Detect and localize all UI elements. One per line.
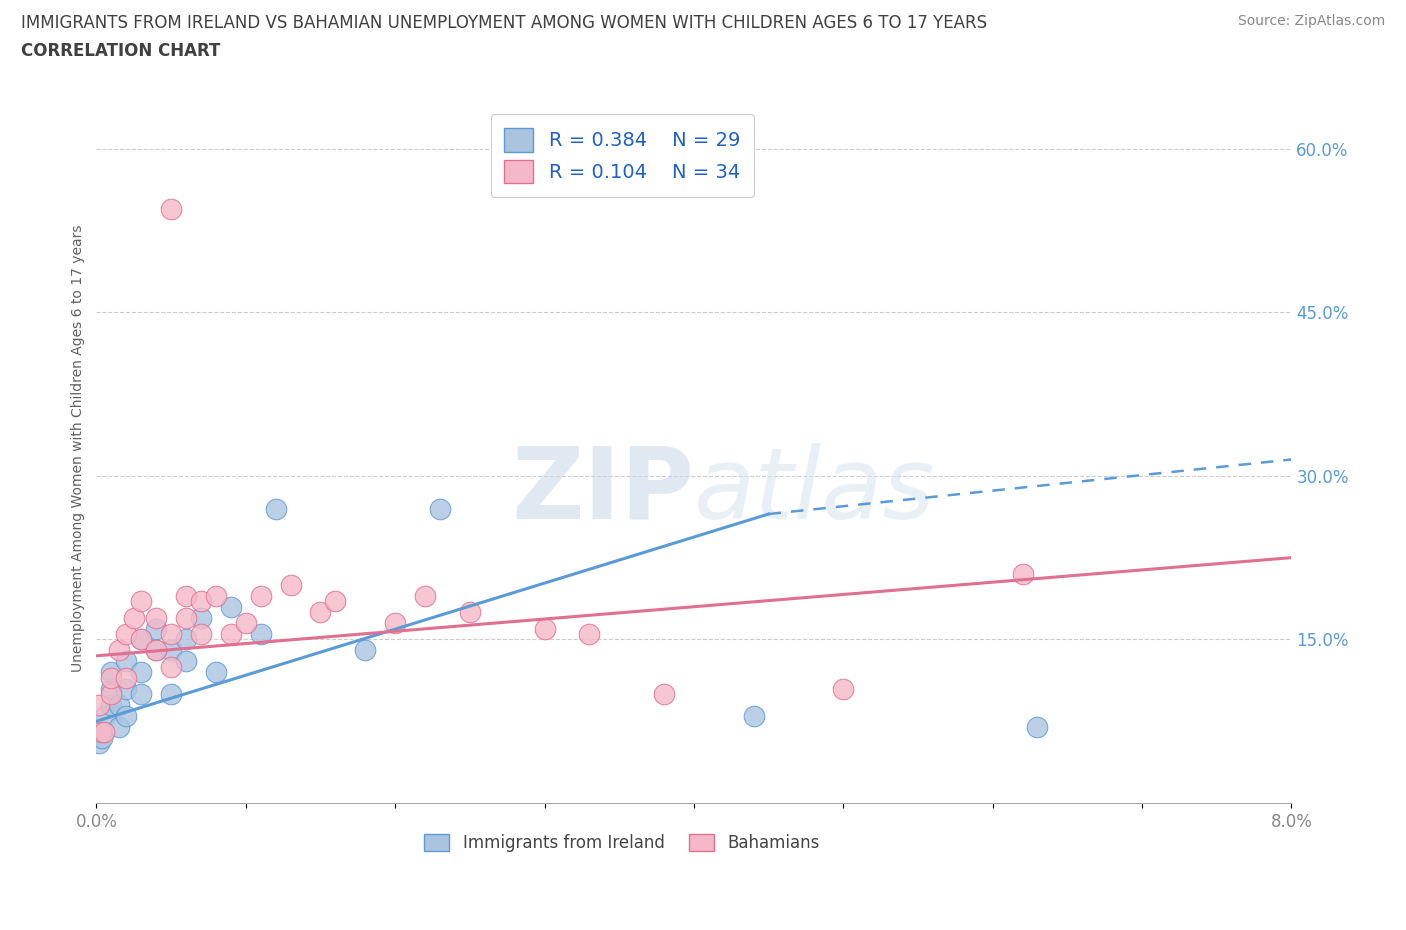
Text: Source: ZipAtlas.com: Source: ZipAtlas.com	[1237, 14, 1385, 28]
Point	[264, 501, 287, 516]
Point	[219, 599, 242, 614]
Point	[129, 665, 152, 680]
Point	[129, 594, 152, 609]
Point	[205, 665, 228, 680]
Point	[107, 719, 129, 734]
Point	[115, 654, 138, 669]
Point	[129, 686, 152, 701]
Point	[1026, 719, 1049, 734]
Point	[578, 627, 600, 642]
Point	[190, 594, 212, 609]
Point	[145, 643, 167, 658]
Point	[160, 201, 183, 216]
Point	[249, 589, 271, 604]
Point	[100, 698, 122, 712]
Point	[413, 589, 436, 604]
Point	[174, 589, 197, 604]
Point	[89, 698, 111, 712]
Point	[1011, 566, 1033, 581]
Point	[742, 709, 765, 724]
Point	[190, 627, 212, 642]
Point	[429, 501, 451, 516]
Text: IMMIGRANTS FROM IRELAND VS BAHAMIAN UNEMPLOYMENT AMONG WOMEN WITH CHILDREN AGES : IMMIGRANTS FROM IRELAND VS BAHAMIAN UNEM…	[21, 14, 987, 32]
Point	[129, 632, 152, 647]
Point	[91, 730, 114, 745]
Point	[652, 686, 675, 701]
Point	[107, 643, 129, 658]
Point	[205, 589, 228, 604]
Point	[235, 616, 257, 631]
Point	[190, 610, 212, 625]
Point	[115, 671, 138, 685]
Point	[174, 654, 197, 669]
Text: ZIP: ZIP	[510, 443, 695, 539]
Text: atlas: atlas	[695, 443, 935, 539]
Point	[309, 604, 332, 619]
Point	[384, 616, 406, 631]
Point	[93, 724, 115, 739]
Point	[145, 643, 167, 658]
Point	[354, 643, 377, 658]
Point	[90, 724, 112, 739]
Point	[145, 610, 167, 625]
Point	[174, 632, 197, 647]
Point	[107, 698, 129, 712]
Point	[174, 610, 197, 625]
Point	[94, 709, 117, 724]
Point	[533, 621, 555, 636]
Point	[832, 681, 855, 696]
Point	[219, 627, 242, 642]
Point	[100, 681, 122, 696]
Point	[458, 604, 481, 619]
Point	[122, 610, 145, 625]
Legend: Immigrants from Ireland, Bahamians: Immigrants from Ireland, Bahamians	[418, 827, 827, 858]
Point	[115, 681, 138, 696]
Point	[325, 594, 347, 609]
Point	[100, 665, 122, 680]
Y-axis label: Unemployment Among Women with Children Ages 6 to 17 years: Unemployment Among Women with Children A…	[72, 225, 86, 672]
Point	[249, 627, 271, 642]
Point	[89, 736, 111, 751]
Point	[280, 578, 302, 592]
Point	[160, 627, 183, 642]
Point	[129, 632, 152, 647]
Point	[160, 643, 183, 658]
Point	[160, 659, 183, 674]
Point	[145, 621, 167, 636]
Point	[100, 686, 122, 701]
Point	[160, 686, 183, 701]
Point	[115, 627, 138, 642]
Point	[100, 671, 122, 685]
Point	[115, 709, 138, 724]
Text: CORRELATION CHART: CORRELATION CHART	[21, 42, 221, 60]
